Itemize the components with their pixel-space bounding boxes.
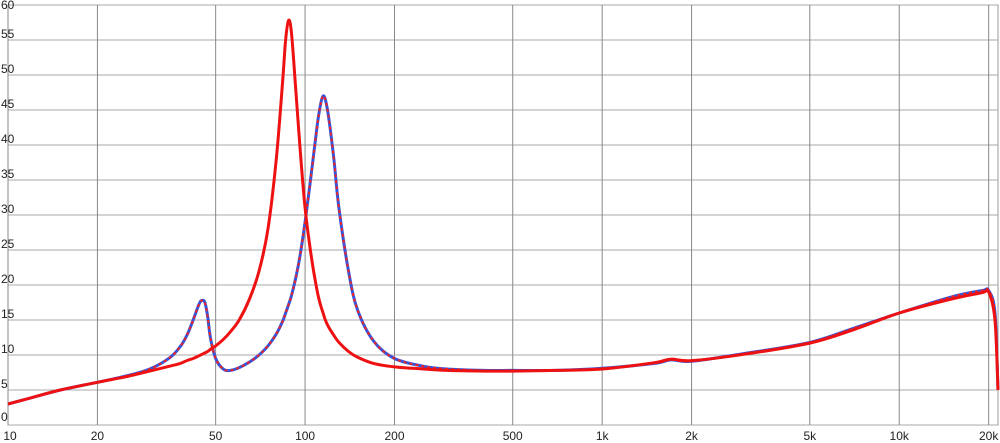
x-tick-label: 5k xyxy=(803,429,817,443)
x-tick-label: 50 xyxy=(209,429,223,443)
x-tick-label: 500 xyxy=(503,429,523,443)
y-tick-label: 5 xyxy=(1,377,8,391)
y-tick-label: 0 xyxy=(1,410,8,424)
x-tick-label: 20k xyxy=(979,429,999,443)
x-tick-label: 2k xyxy=(685,429,699,443)
x-tick-label: 1k xyxy=(596,429,610,443)
series-line xyxy=(7,18,1000,406)
x-tick-label: 10 xyxy=(3,429,17,443)
x-tick-label: 10k xyxy=(890,429,910,443)
x-tick-label: 20 xyxy=(91,429,105,443)
x-tick-label: 100 xyxy=(295,429,315,443)
x-tick-label: 200 xyxy=(384,429,404,443)
